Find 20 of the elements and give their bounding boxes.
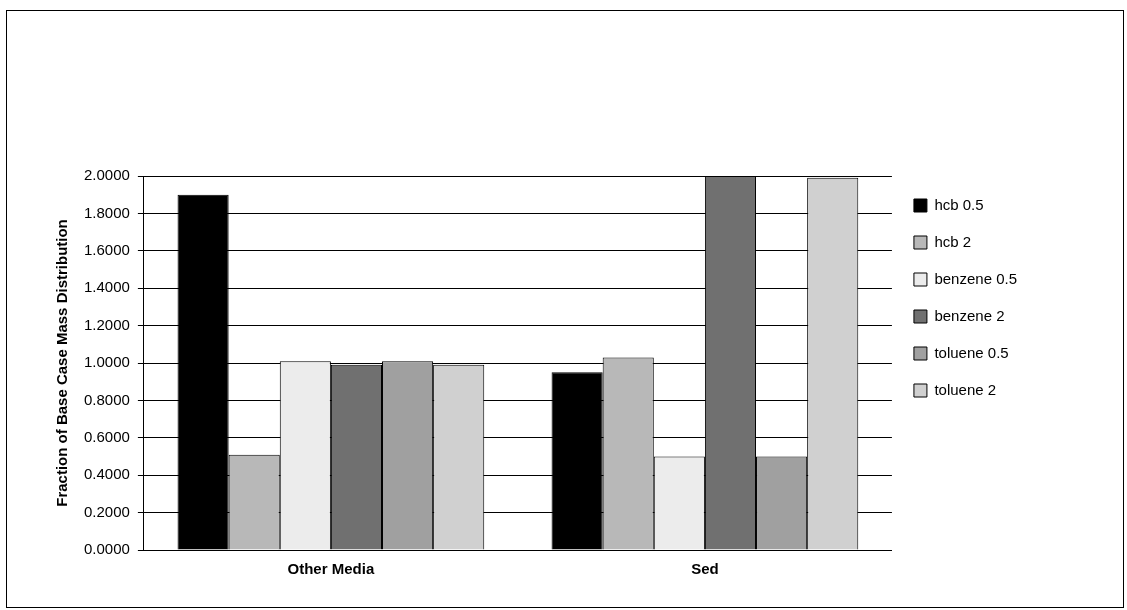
- legend-label: benzene 0.5: [934, 269, 1017, 287]
- legend-label: hcb 2: [934, 232, 972, 250]
- y-tick-label: 1.4000: [83, 278, 130, 296]
- y-axis-title: Fraction of Base Case Mass Distribution: [53, 219, 71, 507]
- legend-label: toluene 0.5: [934, 343, 1009, 361]
- y-tick-label: 0.0000: [83, 540, 130, 558]
- legend-label: toluene 2: [934, 380, 997, 398]
- y-tick-label: 1.0000: [83, 353, 130, 371]
- y-tick-label: 0.6000: [83, 427, 130, 445]
- y-tick-label: 0.8000: [83, 390, 130, 408]
- legend-label: benzene 2: [934, 306, 1005, 324]
- y-tick-label: 1.6000: [83, 240, 130, 258]
- y-tick-label: 2.0000: [83, 166, 130, 184]
- x-tick-label: Sed: [691, 560, 719, 578]
- y-tick-label: 0.4000: [83, 465, 130, 483]
- y-tick-label: 1.2000: [83, 315, 130, 333]
- y-tick-label: 0.2000: [83, 502, 130, 520]
- x-tick-label: Other Media: [287, 560, 375, 578]
- y-tick-label: 1.8000: [83, 203, 130, 221]
- legend-label: hcb 0.5: [934, 195, 984, 213]
